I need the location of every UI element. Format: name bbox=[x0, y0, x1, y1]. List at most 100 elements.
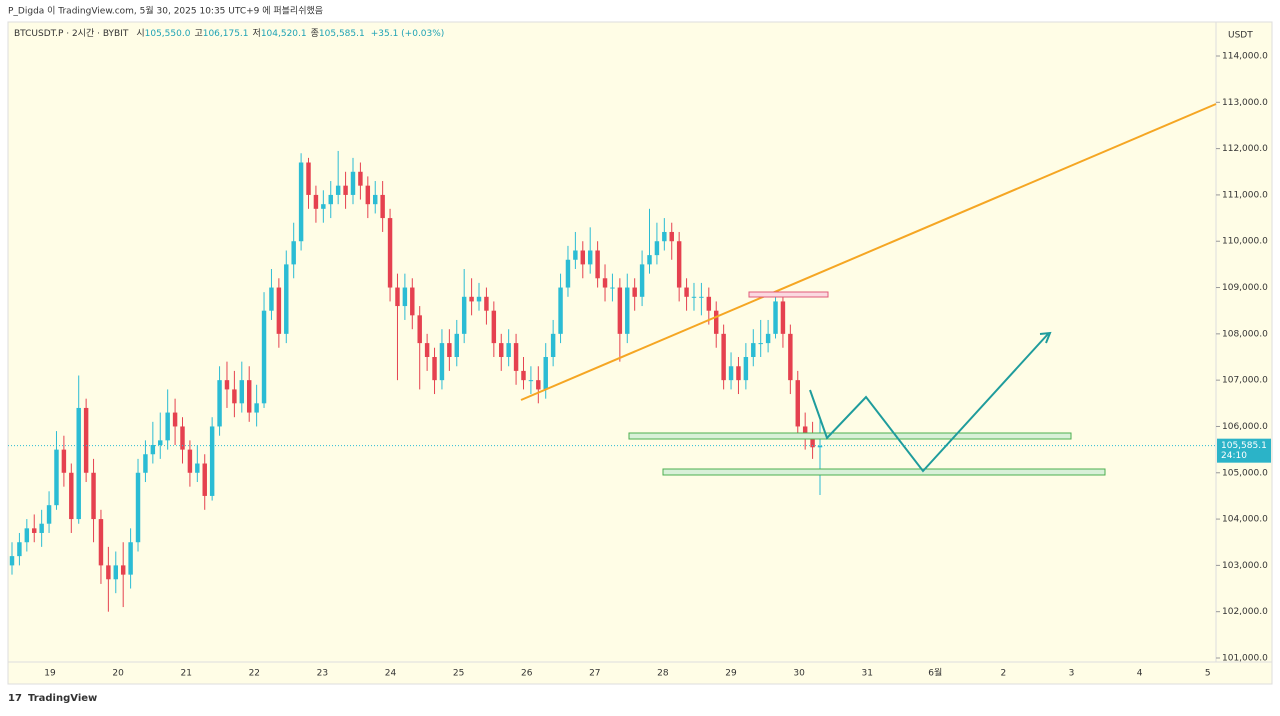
candle-body bbox=[721, 333, 726, 381]
candle-body bbox=[439, 343, 445, 381]
candle-body bbox=[469, 296, 474, 302]
candle-body bbox=[187, 449, 193, 473]
y-tick-label: 106,000.0 bbox=[1222, 422, 1268, 432]
resistance-box bbox=[748, 291, 829, 298]
candle-body bbox=[536, 380, 541, 390]
candle-body bbox=[261, 310, 267, 404]
symbol: BTCUSDT.P · 2시간 · BYBIT bbox=[14, 28, 129, 39]
candle-body bbox=[380, 194, 385, 219]
y-tick-label: 104,000.0 bbox=[1222, 515, 1268, 525]
candle-body bbox=[662, 231, 667, 242]
candle-body bbox=[713, 310, 719, 334]
candle-body bbox=[165, 412, 170, 441]
candle-body bbox=[195, 463, 200, 473]
last-price-box bbox=[1217, 438, 1271, 463]
candle-body bbox=[521, 370, 526, 381]
candle-body bbox=[387, 218, 393, 288]
candle-body bbox=[513, 343, 519, 371]
y-tick-label: 101,000.0 bbox=[1222, 654, 1268, 664]
candle-body bbox=[76, 407, 81, 520]
candle-body bbox=[284, 264, 289, 334]
y-tick-label: 109,000.0 bbox=[1222, 283, 1268, 293]
candle-body bbox=[639, 264, 645, 297]
candle-body bbox=[795, 380, 800, 427]
ohlc-label: 시 bbox=[136, 28, 144, 39]
header: P_Digda 이 TradingView.com, 5월 30, 2025 1… bbox=[8, 5, 323, 17]
candle-body bbox=[743, 357, 749, 381]
candle-body bbox=[54, 449, 59, 506]
y-tick-label: 113,000.0 bbox=[1222, 98, 1268, 108]
candle-body bbox=[24, 528, 30, 543]
candle-body bbox=[135, 472, 141, 543]
candle-body bbox=[780, 301, 786, 334]
candle-body bbox=[328, 194, 333, 205]
candle-body bbox=[343, 185, 348, 195]
y-tick-label: 114,000.0 bbox=[1222, 52, 1268, 62]
candle-body bbox=[276, 287, 282, 334]
candle-body bbox=[491, 310, 497, 344]
candles bbox=[9, 150, 823, 612]
candle-body bbox=[602, 278, 608, 288]
support-box bbox=[628, 432, 1072, 440]
x-tick-label: 26 bbox=[521, 669, 533, 679]
x-tick-label: 5 bbox=[1205, 669, 1211, 679]
candle-body bbox=[9, 556, 15, 566]
candle-body bbox=[669, 231, 674, 242]
candle-body bbox=[17, 542, 22, 557]
candle-body bbox=[758, 343, 763, 345]
candle-body bbox=[98, 519, 104, 566]
x-tick-label: 31 bbox=[861, 669, 872, 679]
x-tick-label: 27 bbox=[589, 669, 600, 679]
candle-body bbox=[217, 380, 222, 427]
candle-body bbox=[32, 528, 37, 533]
candle-body bbox=[610, 287, 615, 289]
countdown: 24:10 bbox=[1221, 451, 1247, 461]
candle-body bbox=[461, 296, 467, 334]
candle-body bbox=[802, 426, 808, 436]
x-tick-label: 25 bbox=[453, 669, 464, 679]
brand: TradingView bbox=[28, 693, 97, 704]
x-tick-label: 28 bbox=[657, 669, 669, 679]
candle-body bbox=[565, 259, 571, 288]
candle-body bbox=[46, 505, 52, 524]
candle-body bbox=[476, 296, 482, 302]
legend: BTCUSDT.P · 2시간 · BYBIT 시105,550.0 고106,17… bbox=[14, 28, 444, 39]
projection-arrow bbox=[1039, 331, 1052, 344]
candle-body bbox=[765, 333, 771, 344]
candle-body bbox=[306, 162, 311, 195]
candle-body bbox=[736, 366, 741, 381]
candle-body bbox=[113, 565, 119, 580]
y-tick-label: 111,000.0 bbox=[1222, 190, 1268, 200]
candle-body bbox=[313, 194, 319, 209]
candle-body bbox=[91, 472, 96, 520]
candle-body bbox=[69, 472, 74, 520]
candle-body bbox=[810, 435, 815, 448]
candle-body bbox=[291, 241, 296, 265]
candle-body bbox=[239, 380, 245, 404]
x-tick-label: 20 bbox=[112, 669, 124, 679]
candle-body bbox=[817, 445, 823, 448]
candle-body bbox=[728, 366, 734, 381]
candle-body bbox=[39, 523, 44, 533]
candle-body bbox=[232, 389, 237, 404]
candle-body bbox=[454, 333, 459, 357]
candle-body bbox=[499, 343, 504, 357]
candle-body bbox=[128, 542, 133, 575]
candle-body bbox=[350, 171, 356, 195]
trend-line bbox=[520, 103, 1217, 401]
candle-body bbox=[61, 449, 67, 473]
x-tick-label: 21 bbox=[180, 669, 191, 679]
candle-body bbox=[254, 403, 259, 413]
x-tick-label: 3 bbox=[1069, 669, 1075, 679]
x-tick-label: 4 bbox=[1137, 669, 1143, 679]
candle-body bbox=[699, 296, 704, 298]
candle-body bbox=[447, 343, 452, 357]
candle-body bbox=[706, 296, 712, 311]
currency: USDT bbox=[1228, 31, 1253, 41]
candle-body bbox=[506, 343, 511, 357]
brand-logo: 𝟭𝟳 bbox=[8, 693, 22, 704]
x-tick-label: 29 bbox=[725, 669, 737, 679]
ohlc-value: 104,520.1 bbox=[261, 29, 307, 39]
candle-body bbox=[417, 315, 422, 344]
